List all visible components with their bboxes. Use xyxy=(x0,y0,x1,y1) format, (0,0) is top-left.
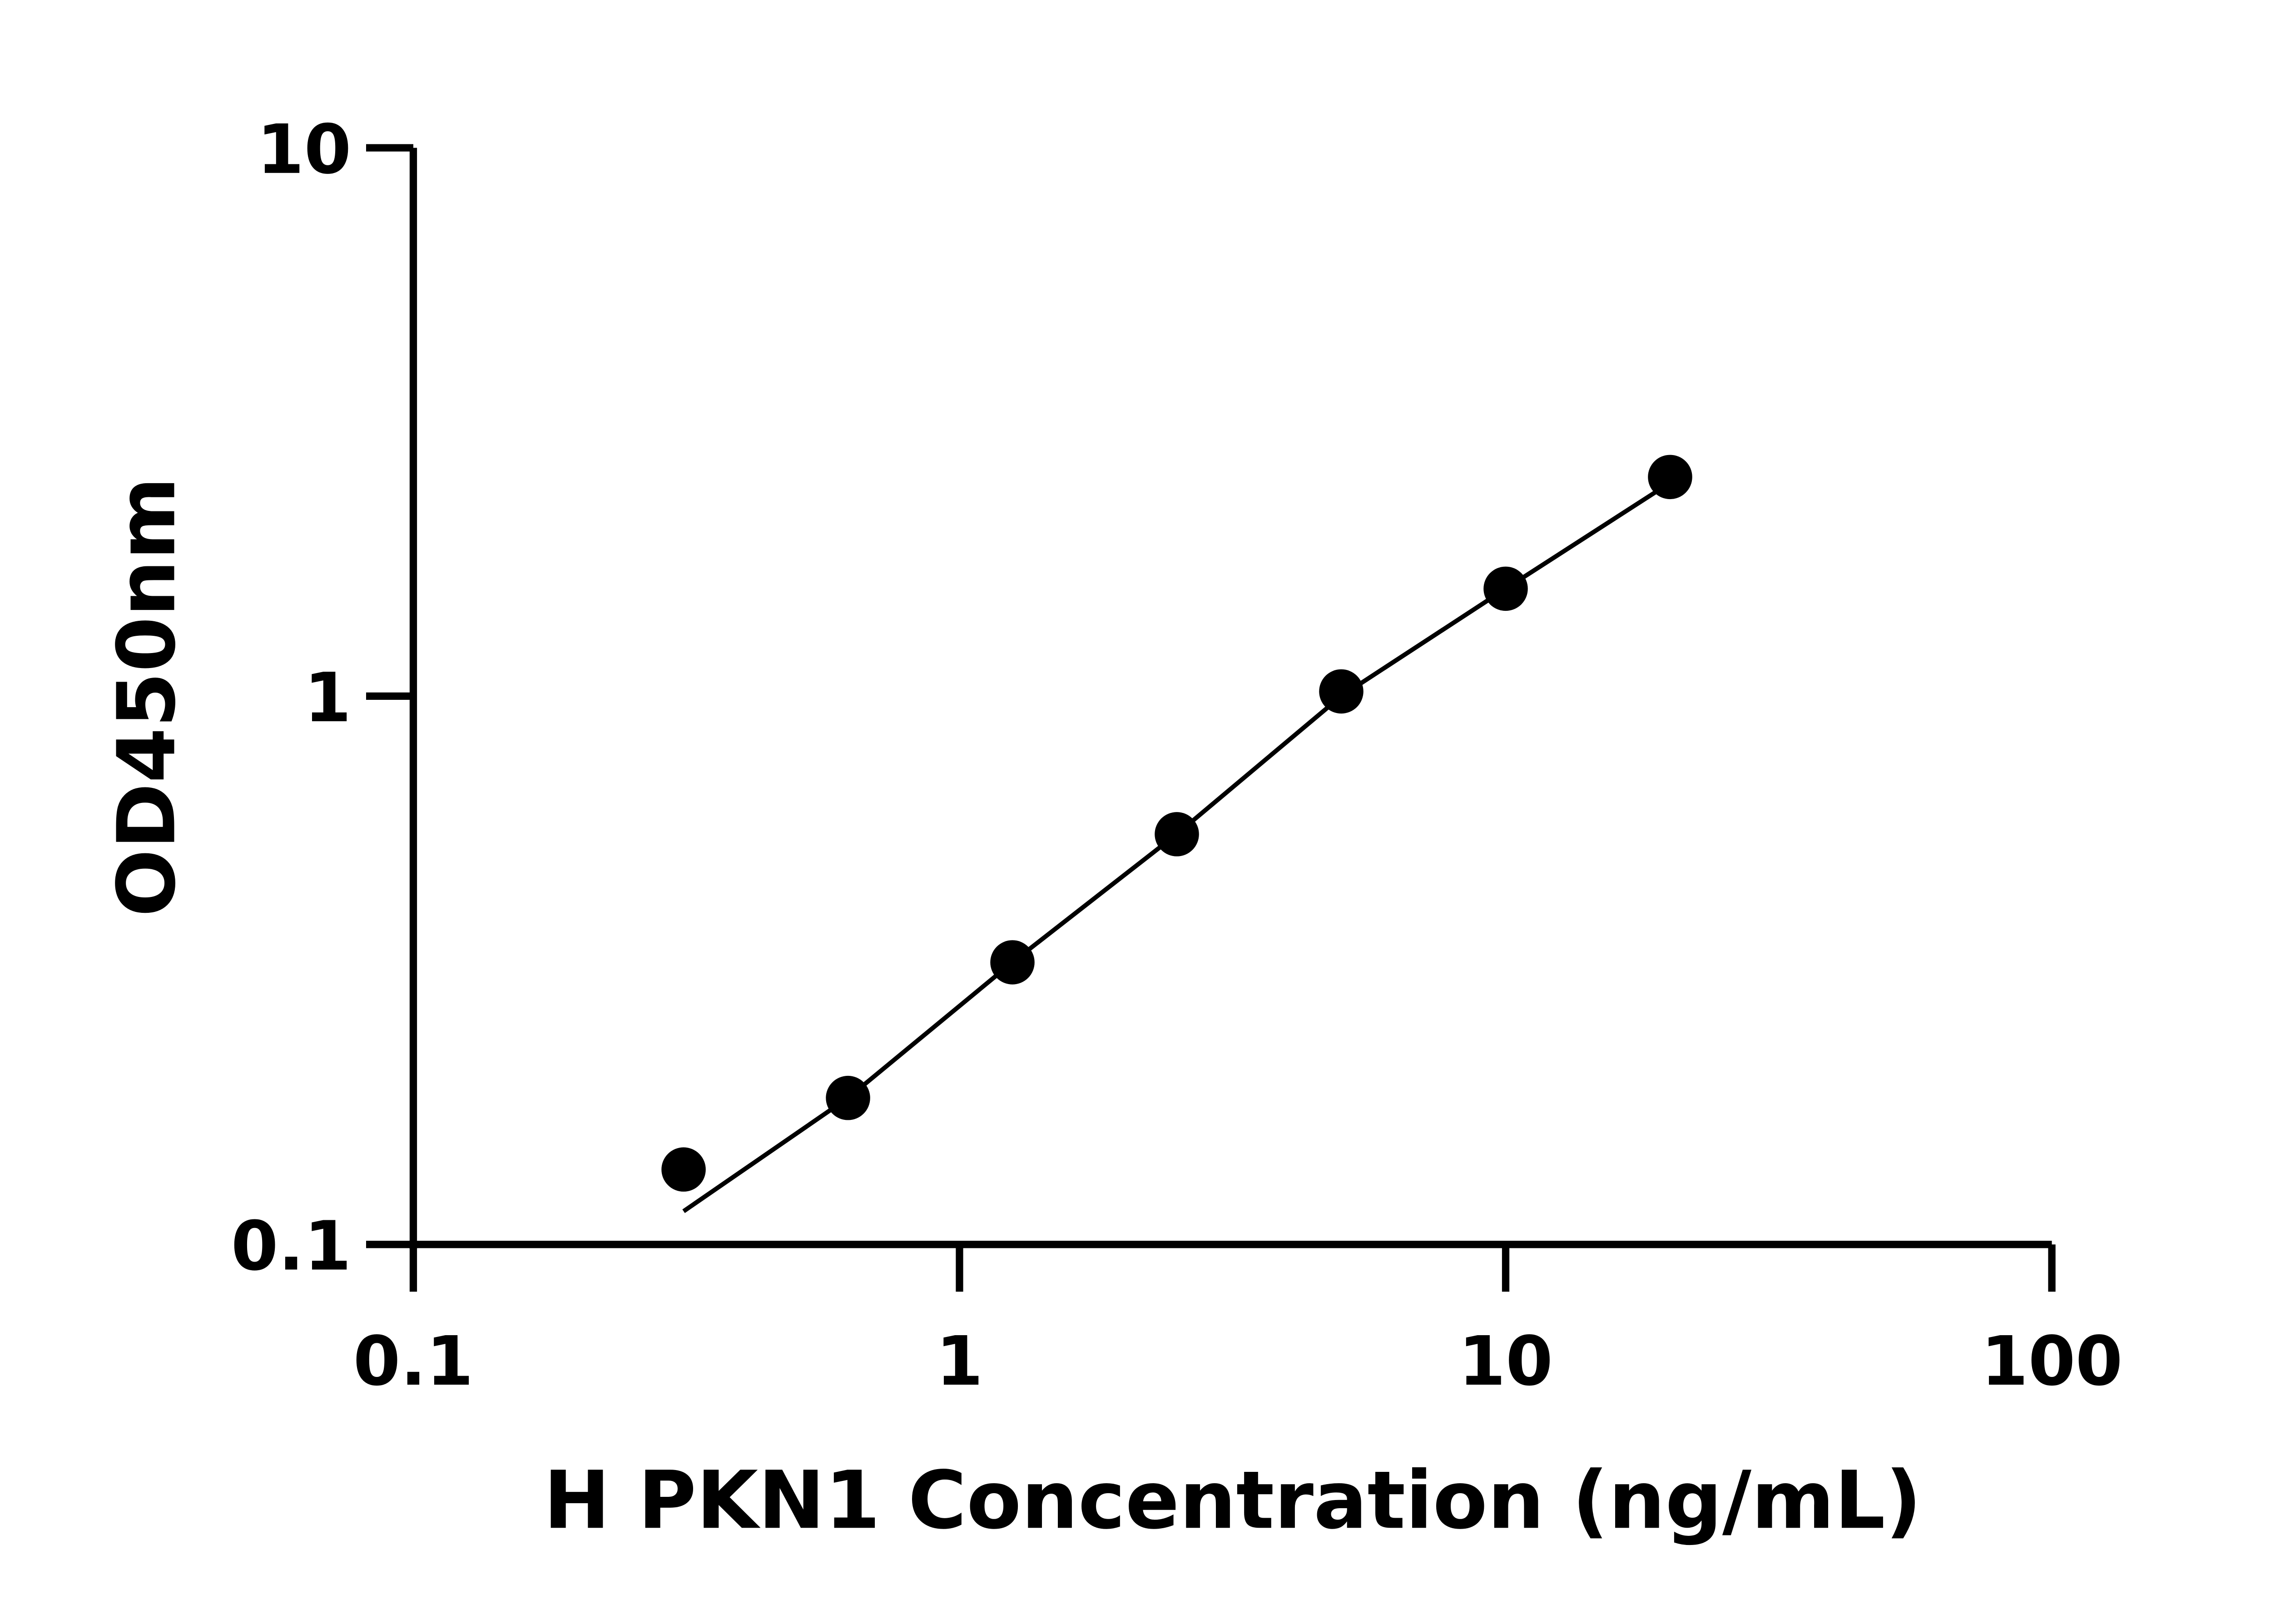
axes xyxy=(366,144,2056,1292)
data-point xyxy=(1648,455,1692,500)
data-point xyxy=(1319,669,1364,714)
y-tick-label: 10 xyxy=(257,110,351,189)
x-axis-label: H PKN1 Concentration (ng/mL) xyxy=(544,1454,1922,1547)
y-tick-label: 0.1 xyxy=(231,1207,352,1286)
x-tick-label: 1 xyxy=(936,1322,983,1401)
data-point xyxy=(826,1075,870,1120)
data-point xyxy=(1483,566,1528,611)
x-tick-label: 10 xyxy=(1458,1322,1553,1401)
data-point xyxy=(1155,812,1199,857)
x-tick-label: 0.1 xyxy=(353,1322,474,1401)
tick-labels: 0.1 1 10 100 0.1 1 10 xyxy=(231,110,2123,1401)
data-points xyxy=(661,455,1692,1192)
x-tick-label: 100 xyxy=(1981,1322,2122,1401)
y-tick-label: 1 xyxy=(304,659,351,738)
data-point xyxy=(661,1147,706,1192)
y-axis-label: OD450nm xyxy=(100,477,193,917)
data-point xyxy=(990,940,1035,985)
